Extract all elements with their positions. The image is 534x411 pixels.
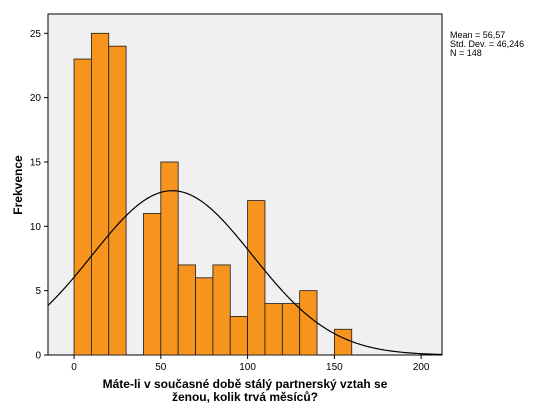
histogram-bar <box>195 277 214 356</box>
stats-n: N = 148 <box>450 48 482 58</box>
x-tick-label: 150 <box>326 362 343 373</box>
histogram-bar <box>229 315 249 356</box>
x-axis-title-line-2: ženou, kolik trvá měsíců? <box>172 390 318 404</box>
x-tick-label: 100 <box>239 362 256 373</box>
y-tick-label: 10 <box>30 222 42 233</box>
x-tick-label: 200 <box>413 362 430 373</box>
bars-group <box>73 32 353 356</box>
histogram-bar <box>90 32 110 356</box>
histogram-bar <box>177 264 196 356</box>
y-tick-label: 0 <box>35 351 41 362</box>
histogram-bar <box>299 290 318 356</box>
y-tick-label: 20 <box>30 93 42 104</box>
x-tick-label: 50 <box>155 362 167 373</box>
x-tick-label: 0 <box>71 362 77 373</box>
histogram-bar <box>333 328 353 356</box>
stats-std-dev: Std. Dev. = 46,246 <box>450 39 524 49</box>
stats-mean: Mean = 56,57 <box>450 30 505 40</box>
histogram-bar <box>281 303 301 356</box>
histogram-bar <box>212 264 231 356</box>
histogram-bar <box>73 58 92 356</box>
normal-curve <box>47 190 443 356</box>
histogram-bar <box>108 45 127 356</box>
histogram-bar <box>143 213 162 356</box>
histogram-bar <box>160 161 179 356</box>
x-axis-title-line-1: Máte-li v současné době stálý partnerský… <box>103 377 388 391</box>
histogram-bar <box>264 303 283 356</box>
y-tick-label: 25 <box>30 29 42 40</box>
x-axis: 0 50 100 150 200 <box>71 355 430 373</box>
y-axis: 0 5 10 15 20 25 <box>30 29 48 362</box>
y-axis-title: Frekvence <box>11 155 25 215</box>
y-tick-label: 5 <box>35 286 41 297</box>
histogram-bar <box>247 200 266 356</box>
y-tick-label: 15 <box>30 157 42 168</box>
